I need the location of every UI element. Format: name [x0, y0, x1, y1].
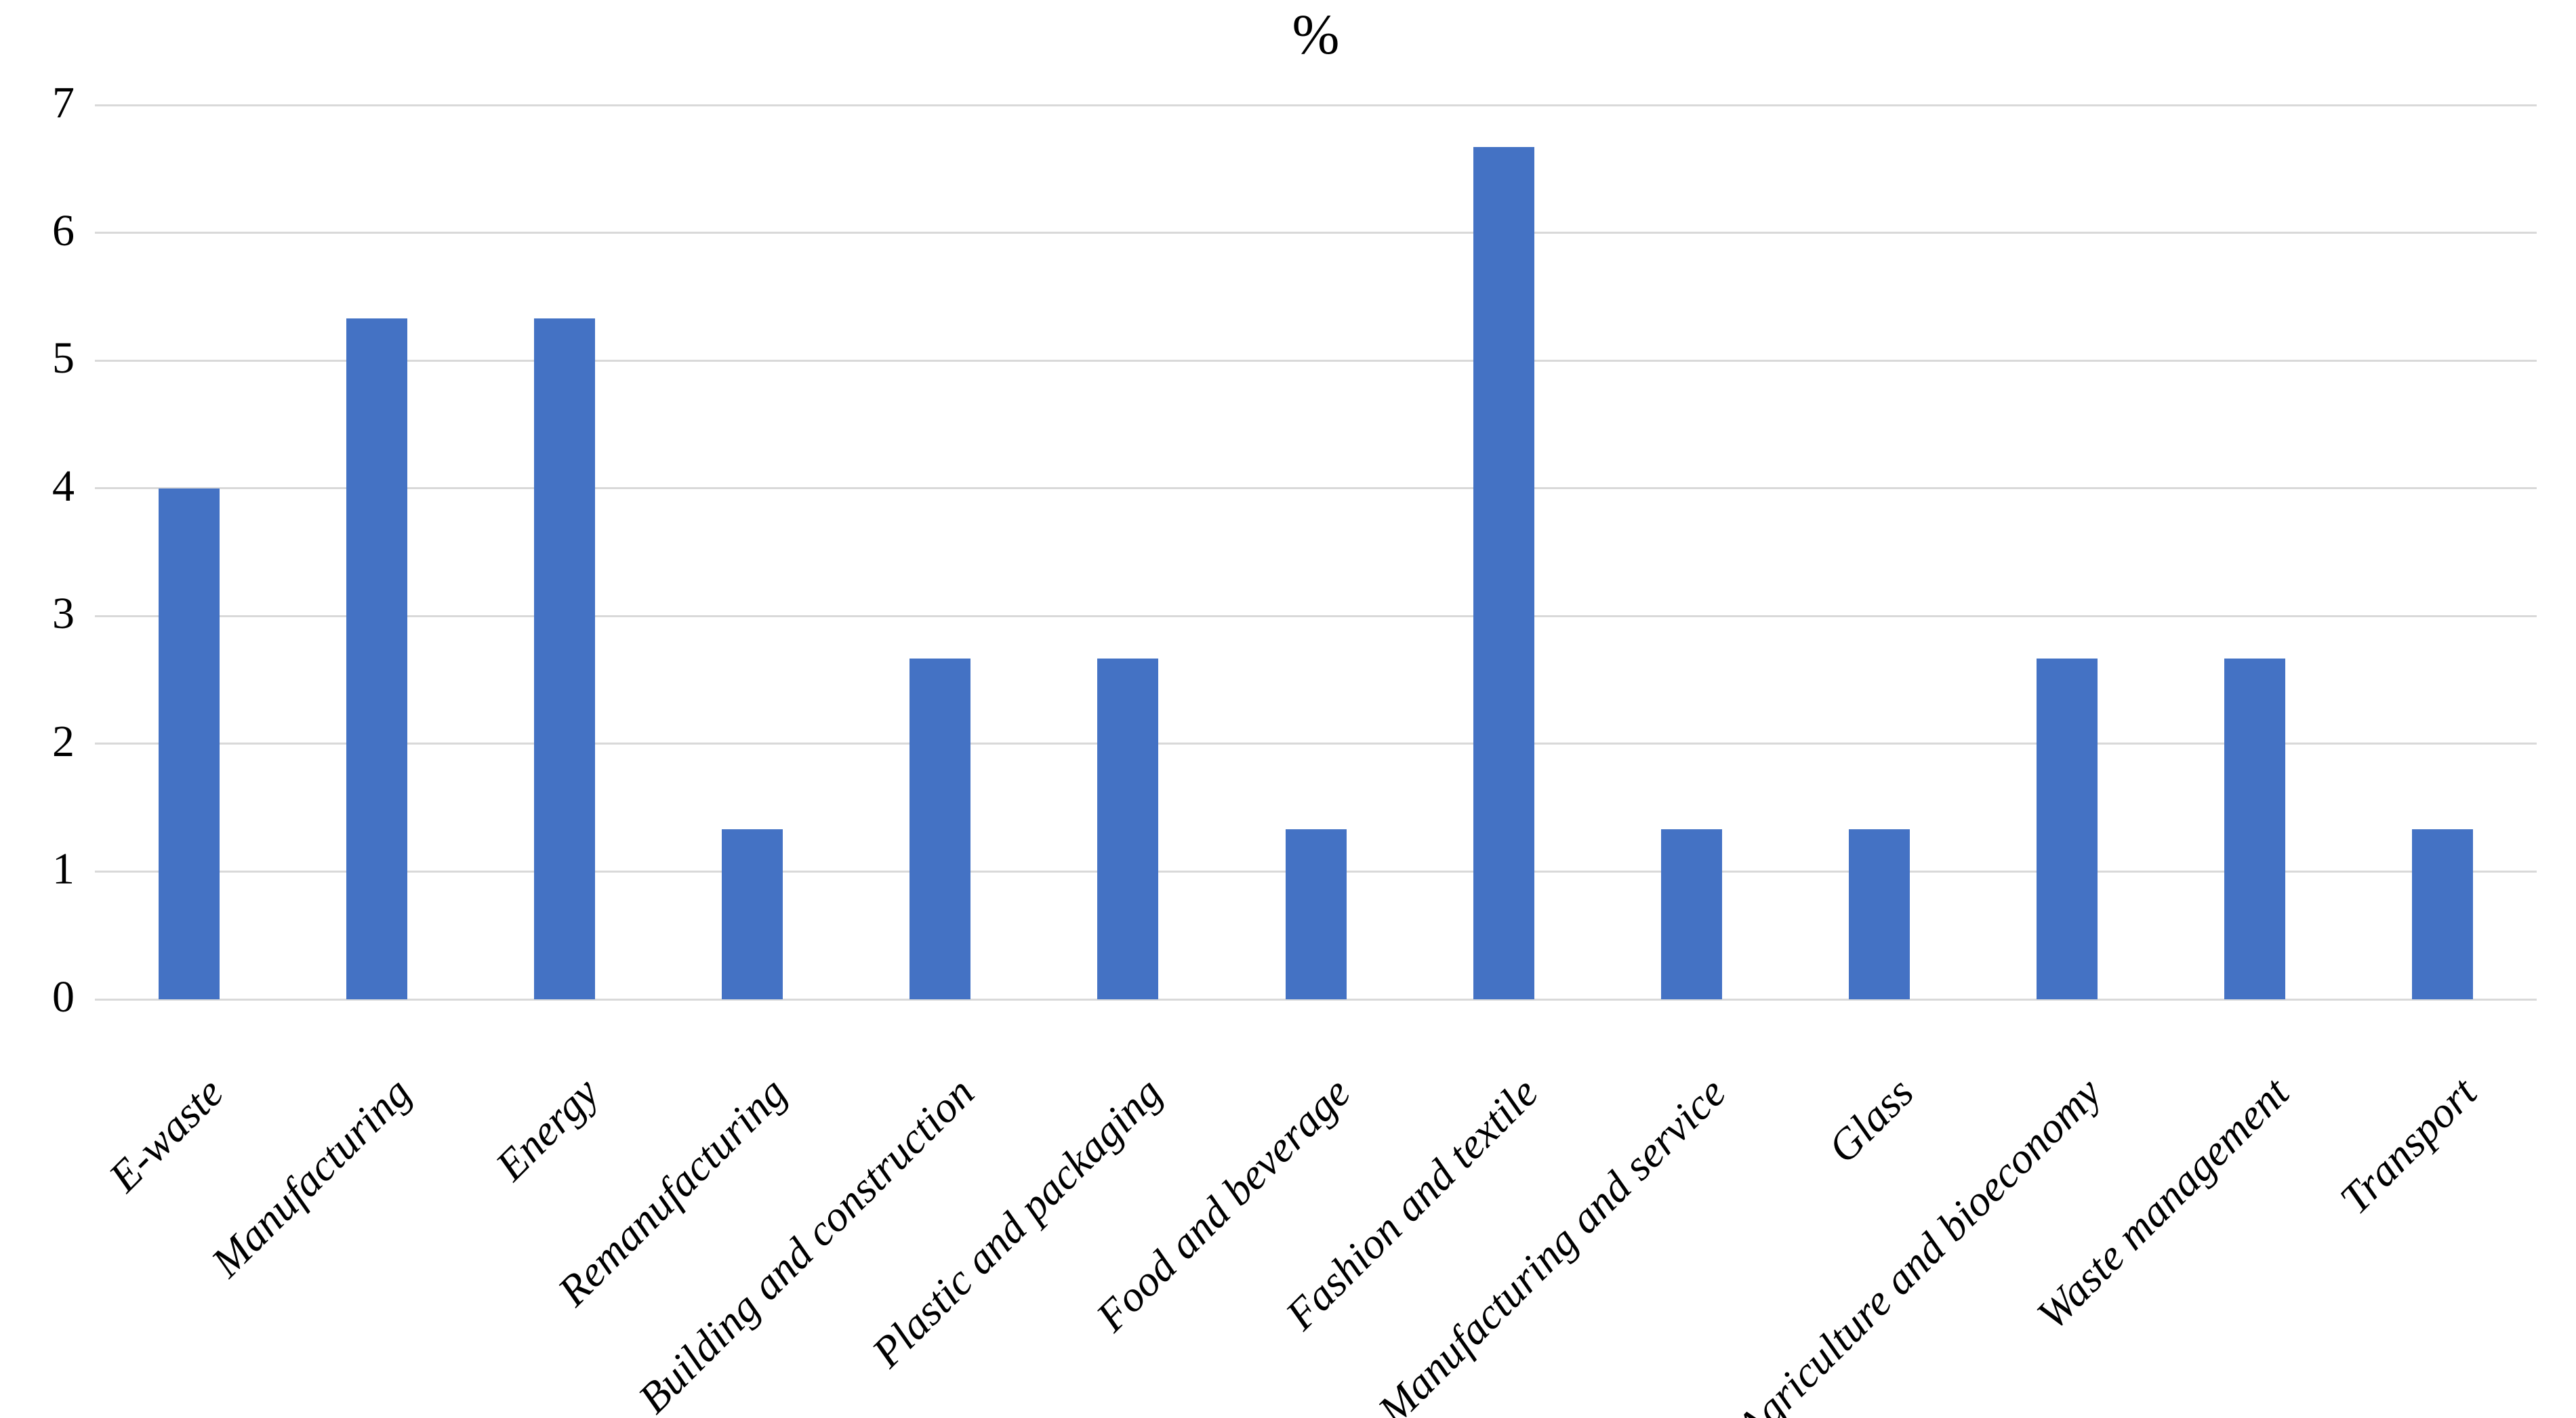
y-tick-label-0: 0	[52, 972, 75, 1022]
gridline-y-4	[95, 487, 2537, 490]
bar-energy	[533, 318, 595, 999]
gridline-y-7	[95, 104, 2537, 106]
bar-glass	[1848, 829, 1910, 999]
bar-fashion-and-textile	[1473, 147, 1534, 999]
bar-waste-management	[2224, 658, 2286, 999]
bar-plastic-and-packaging	[1097, 658, 1159, 999]
y-tick-label-5: 5	[52, 333, 75, 383]
bar-manufacturing	[346, 318, 407, 999]
y-tick-label-7: 7	[52, 78, 75, 127]
gridline-y-3	[95, 614, 2537, 617]
y-tick-label-1: 1	[52, 844, 75, 894]
bar-building-and-construction	[909, 658, 971, 999]
y-tick-label-3: 3	[52, 589, 75, 639]
bar-food-and-beverage	[1285, 829, 1347, 999]
bar-transport	[2412, 829, 2474, 999]
gridline-y-2	[95, 743, 2537, 745]
gridline-y-6	[95, 232, 2537, 234]
chart-title: %	[1292, 3, 1340, 66]
y-tick-label-2: 2	[52, 716, 75, 766]
bar-manufacturing-and-service	[1660, 829, 1722, 999]
bar-agriculture-and-bioeconomy	[2037, 658, 2098, 999]
x-axis-line	[95, 998, 2537, 1001]
gridline-y-5	[95, 359, 2537, 362]
bar-remanufacturing	[722, 829, 783, 999]
y-tick-label-4: 4	[52, 461, 75, 511]
y-tick-label-6: 6	[52, 205, 75, 255]
bar-e-waste	[158, 488, 220, 999]
